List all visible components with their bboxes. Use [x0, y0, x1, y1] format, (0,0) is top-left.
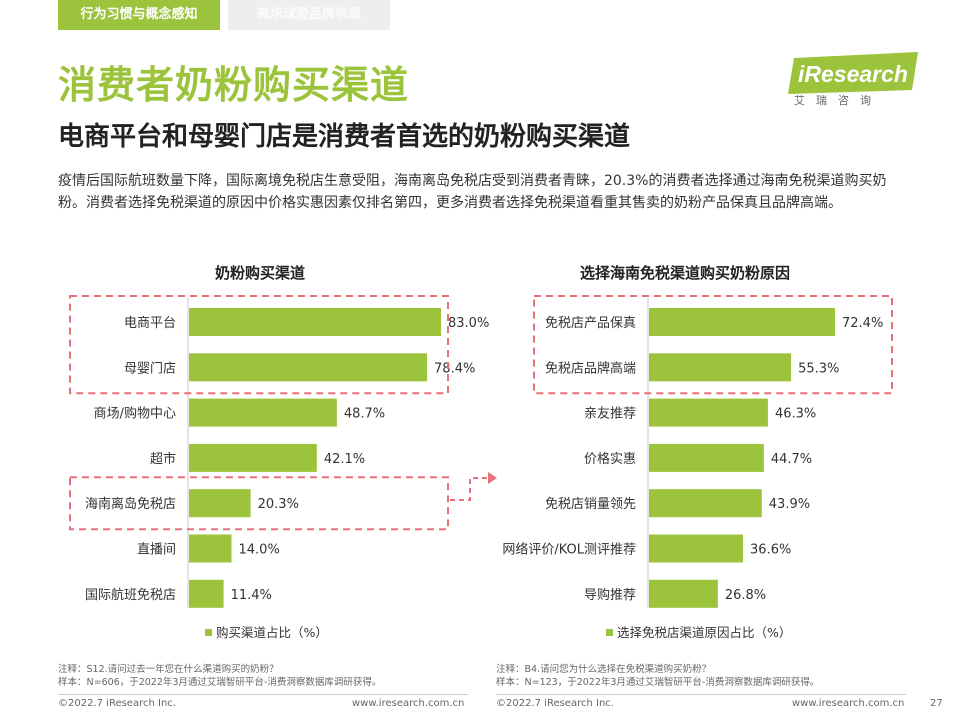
chart-0-value-label-2: 48.7% — [344, 407, 385, 422]
chart-1-category-label-5: 网络评价/KOL测评推荐 — [502, 542, 636, 558]
chart-1-category-label-3: 价格实惠 — [584, 451, 636, 467]
chart-0-value-label-6: 11.4% — [231, 588, 272, 603]
chart-0-category-label-4: 海南离岛免税店 — [85, 496, 176, 512]
footer-copyright-right: ©2022.7 iResearch Inc. — [496, 698, 614, 709]
footer-website-left[interactable]: www.iresearch.com.cn — [352, 698, 465, 709]
chart-1-value-label-1: 55.3% — [798, 361, 839, 376]
chart-1-value-label-5: 36.6% — [750, 543, 791, 558]
chart-0-bar-2 — [189, 398, 337, 427]
chart-0-value-label-1: 78.4% — [434, 361, 475, 376]
chart-1-value-label-4: 43.9% — [769, 497, 810, 512]
chart-1-bar-2 — [649, 398, 768, 427]
page-number: 27 — [930, 698, 943, 709]
chart-1-bar-4 — [649, 489, 762, 518]
chart-1-category-label-1: 免税店品牌高端 — [545, 360, 636, 376]
note-left-sample: 样本：N=606，于2022年3月通过艾瑞智研平台-消费洞察数据库调研获得。 — [58, 677, 382, 688]
chart-0-bar-5 — [189, 534, 232, 563]
chart-0-bar-1 — [189, 353, 428, 382]
chart-0-legend-label: 购买渠道占比（%） — [216, 625, 328, 640]
chart-1-value-label-6: 26.8% — [725, 588, 766, 603]
footer-divider-right — [496, 694, 906, 695]
chart-0-value-label-5: 14.0% — [239, 543, 280, 558]
chart-0-bar-3 — [189, 443, 317, 472]
chart-0-bar-0 — [189, 308, 441, 336]
logo-subtitle: 艾瑞咨询 — [794, 94, 882, 107]
connector-arrow-head — [488, 472, 497, 484]
tab-brand-performance[interactable]: 高培球爱品牌表现 — [228, 0, 390, 30]
chart-1-legend-swatch — [606, 629, 613, 636]
chart-title-channels: 奶粉购买渠道 — [214, 264, 305, 282]
connector-arrow-line — [450, 477, 488, 501]
chart-0-category-label-0: 电商平台 — [124, 316, 176, 331]
chart-0-bar-6 — [189, 579, 224, 608]
chart-1-bar-6 — [649, 579, 718, 608]
chart-0-highlight-box-1 — [69, 476, 449, 531]
chart-title-reasons: 选择海南免税渠道购买奶粉原因 — [579, 264, 790, 282]
chart-1-category-label-6: 导购推荐 — [584, 587, 636, 603]
chart-0-bar-4 — [189, 489, 251, 518]
description-text: 疫情后国际航班数量下降，国际离境免税店生意受阻，海南离岛免税店受到消费者青睐，2… — [58, 173, 887, 211]
page-title: 消费者奶粉购买渠道 — [58, 63, 410, 107]
svg-text:iResearch: iResearch — [798, 61, 908, 87]
chart-1-bar-3 — [649, 443, 764, 472]
chart-0-highlight-box-0 — [69, 295, 449, 395]
chart-0-category-label-2: 商场/购物中心 — [94, 406, 176, 422]
chart-1-category-label-0: 免税店产品保真 — [545, 316, 636, 331]
chart-0-value-label-0: 83.0% — [448, 316, 489, 331]
tab-behavior-habits[interactable]: 行为习惯与概念感知 — [58, 0, 220, 30]
note-left-question: 注释：S12.请问过去一年您在什么渠道购买的奶粉？ — [58, 664, 279, 675]
chart-1-category-label-4: 免税店销量领先 — [545, 497, 636, 512]
chart-0-category-label-6: 国际航班免税店 — [85, 587, 176, 603]
chart-1-value-label-3: 44.7% — [771, 452, 812, 467]
chart-0-category-label-1: 母婴门店 — [124, 361, 176, 376]
footer-website-right[interactable]: www.iresearch.com.cn — [792, 698, 905, 709]
chart-1-bar-1 — [649, 353, 792, 382]
chart-1-value-label-2: 46.3% — [775, 407, 816, 422]
note-right-question: 注释：B4.请问您为什么选择在免税渠道购买奶粉？ — [496, 664, 712, 675]
footer-divider-left — [58, 694, 468, 695]
footer-copyright-left: ©2022.7 iResearch Inc. — [58, 698, 176, 709]
chart-1-value-label-0: 72.4% — [842, 316, 883, 331]
chart-0-value-label-3: 42.1% — [324, 452, 365, 467]
chart-1-category-label-2: 亲友推荐 — [584, 406, 636, 422]
chart-1-legend-label: 选择免税店渠道原因占比（%） — [617, 625, 791, 640]
iresearch-logo: iResearch — [788, 52, 918, 94]
page-subtitle: 电商平台和母婴门店是消费者首选的奶粉购买渠道 — [58, 122, 631, 152]
chart-0-legend-swatch — [205, 629, 212, 636]
chart-0-category-label-3: 超市 — [150, 451, 176, 467]
chart-0-value-label-4: 20.3% — [258, 497, 299, 512]
chart-0-category-label-5: 直播间 — [137, 543, 176, 558]
chart-1-bar-5 — [649, 534, 744, 563]
note-right-sample: 样本：N=123，于2022年3月通过艾瑞智研平台-消费洞察数据库调研获得。 — [496, 677, 820, 688]
chart-1-bar-0 — [649, 308, 835, 336]
